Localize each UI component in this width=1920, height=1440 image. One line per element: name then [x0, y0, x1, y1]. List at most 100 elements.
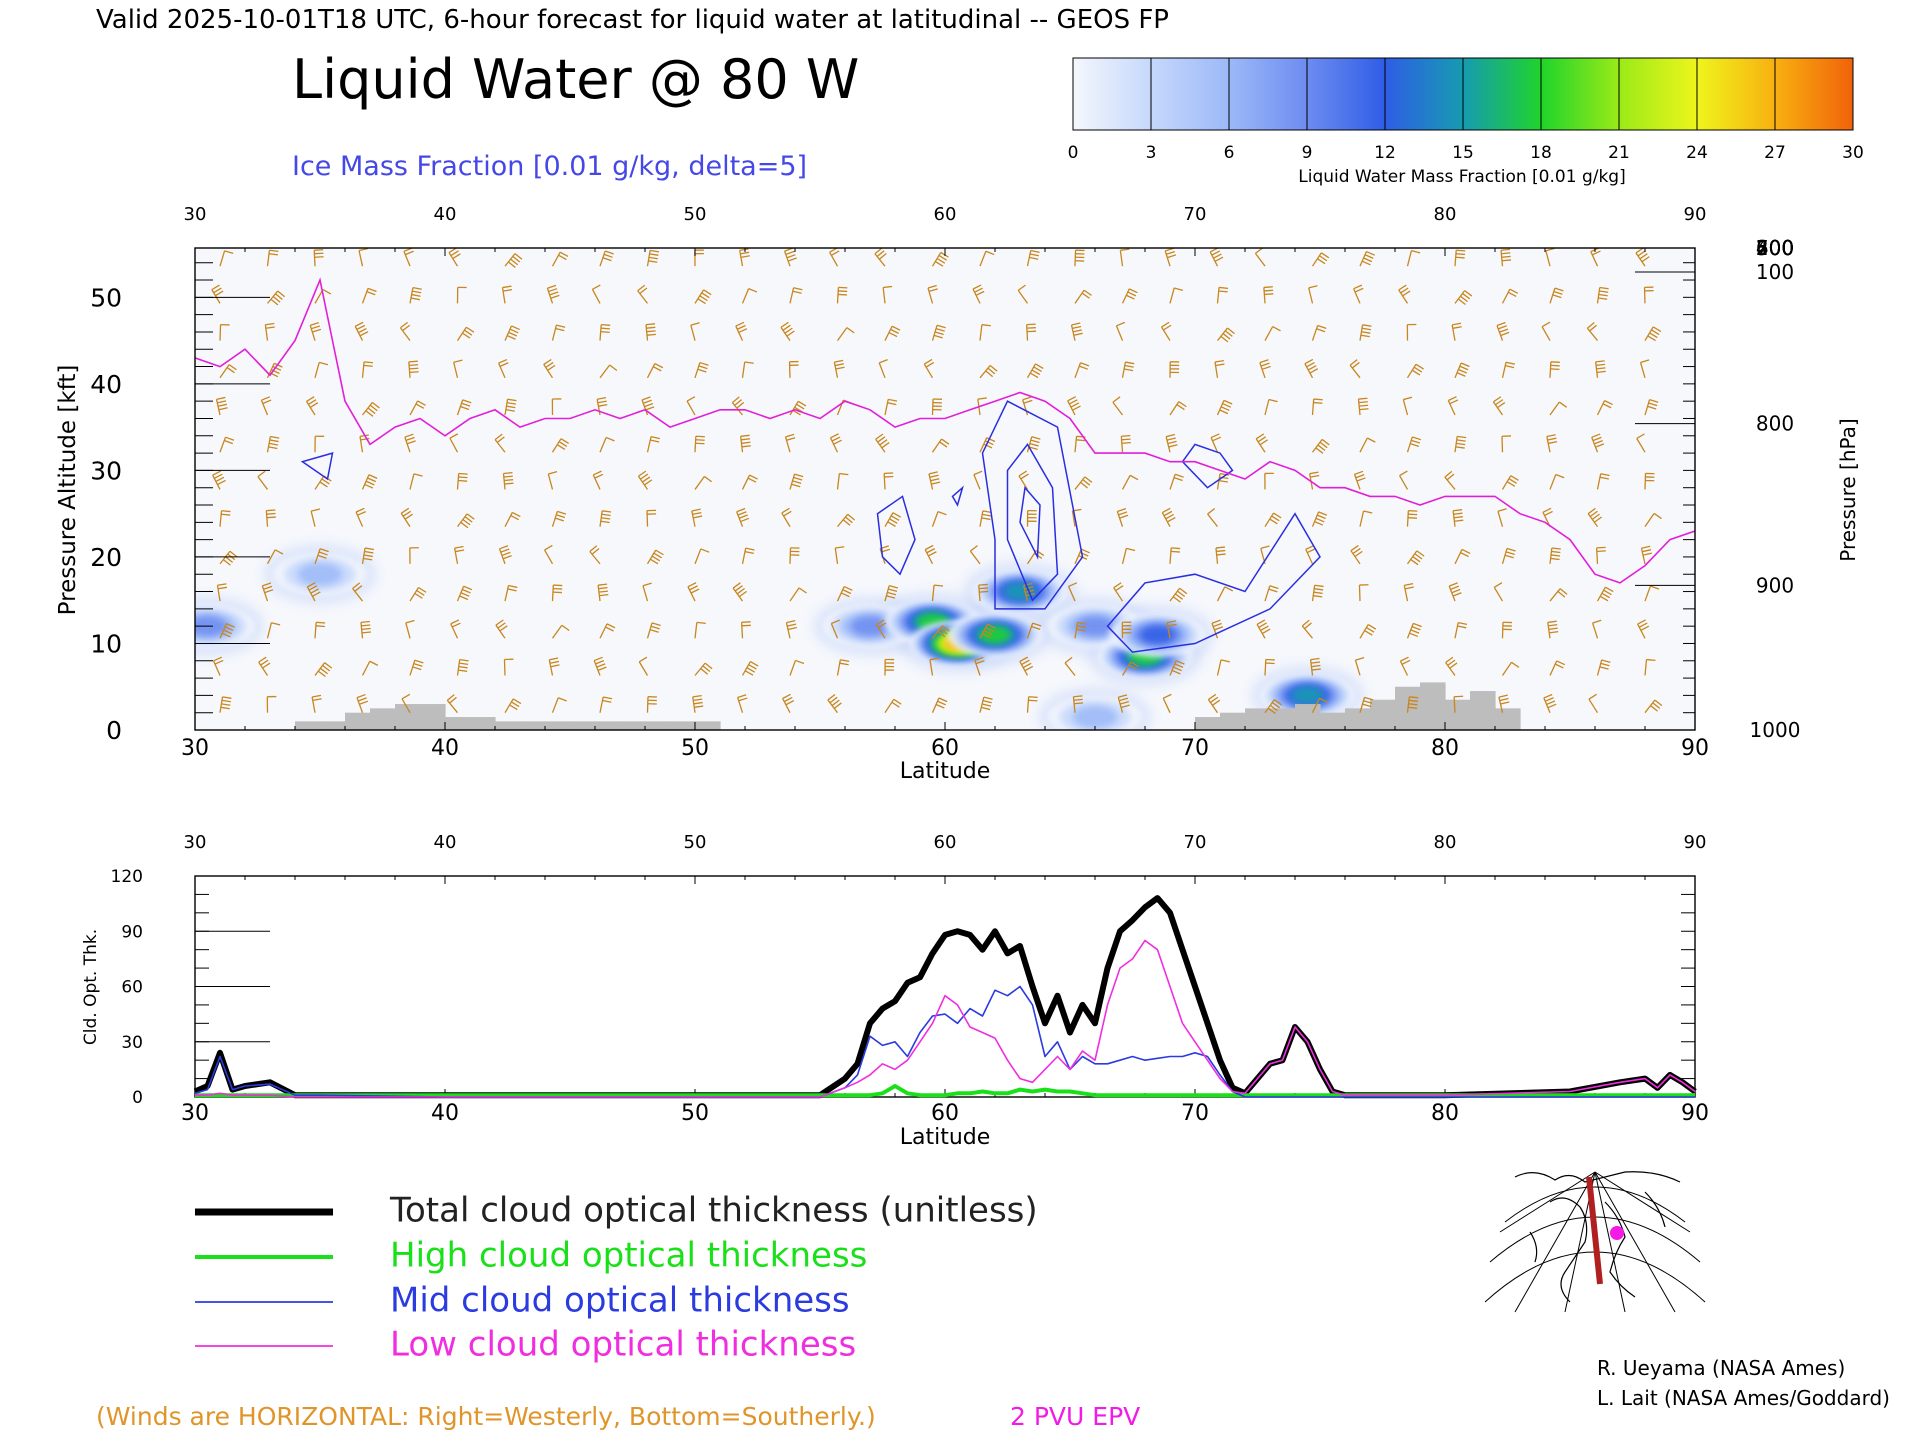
- wind-barb: [646, 249, 660, 267]
- wind-barb: [409, 586, 427, 602]
- top-x-tick-label-upper: 30: [184, 204, 207, 225]
- wind-barb: [646, 549, 664, 565]
- bottom-x-tick-label-upper: 90: [1684, 832, 1707, 853]
- wind-barb: [361, 660, 379, 676]
- top-y-tick-label: 30: [90, 456, 122, 485]
- terrain: [295, 682, 1521, 730]
- wind-barb: [1406, 510, 1418, 527]
- wind-barb: [931, 438, 950, 453]
- wind-barb: [1452, 509, 1464, 527]
- liquid-water-field: [195, 546, 1363, 730]
- legend-label-total: Total cloud optical thickness (unitless): [389, 1191, 1038, 1231]
- wind-barb: [1112, 396, 1124, 416]
- colorbar-segment: [1540, 57, 1620, 131]
- liquid-water-blob: [1291, 686, 1324, 705]
- wind-barb: [1454, 290, 1473, 305]
- wind-barb: [498, 545, 512, 565]
- wind-barb: [311, 694, 322, 713]
- wind-barb: [836, 585, 853, 602]
- wind-barb: [1207, 693, 1221, 714]
- wind-barb: [789, 587, 807, 602]
- wind-barb: [931, 697, 948, 713]
- wind-barb: [314, 435, 325, 453]
- terrain-bar: [1195, 717, 1221, 730]
- wind-barb: [551, 624, 570, 639]
- wind-barb: [883, 472, 894, 490]
- credit-line-2: L. Lait (NASA Ames/Goddard): [1597, 1386, 1890, 1410]
- wind-barb: [1547, 620, 1559, 639]
- wind-barb: [450, 619, 461, 639]
- wind-barb: [591, 284, 601, 304]
- bottom-x-tick-label-upper: 40: [434, 832, 457, 853]
- wind-barb: [266, 290, 286, 306]
- wind-barb: [1026, 249, 1040, 267]
- top-y-tick-label-right: 200: [1756, 236, 1794, 260]
- wind-barb: [1215, 546, 1226, 564]
- wind-barb: [1644, 699, 1663, 714]
- wind-barb: [784, 433, 796, 453]
- wind-barb: [1501, 361, 1515, 378]
- wind-barb: [1308, 285, 1318, 304]
- wind-barb: [1305, 544, 1316, 565]
- wind-barb: [931, 510, 947, 527]
- wind-barb: [741, 288, 758, 304]
- ice-contour: [981, 400, 1084, 610]
- top-xlabel: Latitude: [900, 759, 991, 784]
- wind-barb: [692, 694, 704, 713]
- wind-barb: [211, 284, 224, 304]
- wind-barb: [687, 582, 700, 602]
- top-x-tick-label: 30: [181, 736, 209, 761]
- wind-barb: [782, 693, 795, 713]
- wind-barb: [361, 361, 374, 378]
- wind-barb: [314, 361, 329, 378]
- wind-barb: [456, 585, 473, 602]
- wind-barb: [1359, 623, 1377, 639]
- wind-barb: [1169, 547, 1181, 564]
- wind-barb: [1216, 327, 1235, 343]
- ice-contours: [300, 400, 1321, 653]
- wind-barb: [219, 696, 232, 713]
- wind-barb: [1549, 660, 1566, 676]
- wind-barb: [1596, 286, 1609, 304]
- wind-barb: [646, 696, 657, 713]
- terrain-bar: [695, 721, 721, 730]
- wind-barb: [1067, 396, 1081, 416]
- wind-barb: [1454, 249, 1466, 267]
- wind-barb: [1169, 361, 1180, 378]
- top-ylabel-right: Pressure [hPa]: [1836, 418, 1860, 561]
- wind-barb: [1445, 656, 1458, 676]
- top-y-tick-label-right: 300: [1756, 236, 1794, 260]
- wind-barb: [593, 656, 607, 676]
- bottom-y-tick-label: 60: [121, 978, 143, 998]
- valid-line: Valid 2025-10-01T18 UTC, 6-hour forecast…: [96, 5, 1169, 35]
- wind-barb: [1644, 658, 1656, 676]
- wind-barb: [360, 620, 371, 639]
- wind-barb: [1264, 699, 1283, 715]
- wind-barb: [1587, 507, 1602, 528]
- wind-barb: [543, 358, 556, 379]
- wind-barb: [1019, 656, 1034, 676]
- wind-barb: [352, 582, 364, 602]
- wind-barb: [219, 510, 231, 527]
- wind-barb: [599, 323, 611, 341]
- colorbar-tick-label: 15: [1452, 143, 1474, 163]
- wind-barb: [1121, 288, 1138, 304]
- wind-barb: [1359, 437, 1376, 453]
- wind-barb: [1353, 284, 1364, 304]
- wind-barb: [740, 434, 751, 453]
- bottom-y-tick-label: 120: [111, 867, 143, 887]
- terrain-bar: [445, 717, 471, 730]
- wind-barb: [836, 659, 850, 676]
- high-cloud-line: [195, 1084, 1695, 1098]
- terrain-bar: [545, 721, 571, 730]
- wind-barb: [551, 324, 566, 341]
- bottom-x-tick-label: 30: [181, 1101, 209, 1126]
- location-dot: [1610, 1226, 1624, 1240]
- wind-barb: [1454, 435, 1467, 453]
- wind-barb: [1166, 620, 1177, 639]
- credit-line-1: R. Ueyama (NASA Ames): [1597, 1356, 1845, 1380]
- wind-barb: [1113, 582, 1124, 602]
- wind-barb: [646, 363, 664, 379]
- colorbar-tick-label: 27: [1764, 143, 1786, 163]
- top-y-tick-label-right: 800: [1756, 412, 1794, 436]
